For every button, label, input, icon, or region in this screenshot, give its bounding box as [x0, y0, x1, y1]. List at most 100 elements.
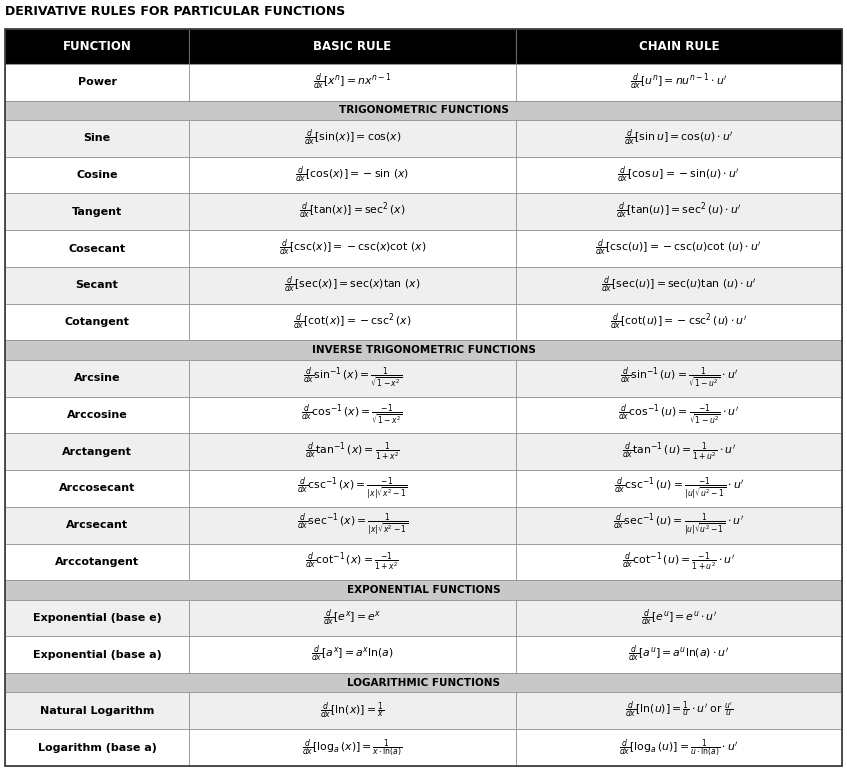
Bar: [5, 544, 189, 581]
Text: Arcsine: Arcsine: [74, 373, 120, 383]
Bar: [516, 267, 842, 303]
Bar: [5, 433, 189, 470]
Text: $\frac{d}{dx}[\cot(x)] = -\csc^2(x)$: $\frac{d}{dx}[\cot(x)] = -\csc^2(x)$: [293, 311, 412, 333]
Text: Arccosecant: Arccosecant: [59, 483, 136, 493]
Text: Exponential (base a): Exponential (base a): [33, 650, 162, 660]
Bar: [5, 101, 842, 120]
Text: $\frac{d}{dx}\cot^{-1}(u) = \frac{-1}{1+u^2} \cdot u'$: $\frac{d}{dx}\cot^{-1}(u) = \frac{-1}{1+…: [623, 551, 735, 573]
Text: Tangent: Tangent: [72, 207, 122, 217]
Bar: [516, 157, 842, 194]
Bar: [516, 120, 842, 157]
Text: $\frac{d}{dx}[e^u] = e^u \cdot u'$: $\frac{d}{dx}[e^u] = e^u \cdot u'$: [640, 607, 717, 629]
Bar: [189, 303, 516, 340]
Text: $\frac{d}{dx}[u^n] = nu^{n-1} \cdot u'$: $\frac{d}{dx}[u^n] = nu^{n-1} \cdot u'$: [630, 71, 728, 93]
Text: $\frac{d}{dx}\sin^{-1}(x) = \frac{1}{\sqrt{1-x^2}}$: $\frac{d}{dx}\sin^{-1}(x) = \frac{1}{\sq…: [302, 366, 402, 391]
Text: $\frac{d}{dx}[\ln(u)] = \frac{1}{u} \cdot u' \text{ or } \frac{u'}{u}$: $\frac{d}{dx}[\ln(u)] = \frac{1}{u} \cdo…: [624, 700, 733, 721]
Text: Arcsecant: Arcsecant: [66, 520, 128, 530]
Bar: [189, 396, 516, 433]
Bar: [5, 230, 189, 267]
Bar: [516, 693, 842, 730]
Text: $\frac{d}{dx}[e^x] = e^x$: $\frac{d}{dx}[e^x] = e^x$: [324, 607, 381, 629]
Text: $\frac{d}{dx}[\tan(x)] = \sec^2(x)$: $\frac{d}{dx}[\tan(x)] = \sec^2(x)$: [299, 201, 406, 223]
Bar: [189, 359, 516, 396]
Text: CHAIN RULE: CHAIN RULE: [639, 40, 719, 53]
Text: $\frac{d}{dx}\csc^{-1}(u) = \frac{-1}{|u|\sqrt{u^2-1}} \cdot u'$: $\frac{d}{dx}\csc^{-1}(u) = \frac{-1}{|u…: [613, 475, 744, 502]
Text: $\frac{d}{dx}[\cos u] = -\sin(u) \cdot u'$: $\frac{d}{dx}[\cos u] = -\sin(u) \cdot u…: [617, 164, 740, 186]
Text: Arccotangent: Arccotangent: [55, 557, 139, 567]
Bar: [189, 230, 516, 267]
Bar: [189, 470, 516, 507]
Text: $\frac{d}{dx}[\csc(u)] = -\csc(u)\cot\,(u) \cdot u'$: $\frac{d}{dx}[\csc(u)] = -\csc(u)\cot\,(…: [595, 238, 762, 260]
Text: TRIGONOMETRIC FUNCTIONS: TRIGONOMETRIC FUNCTIONS: [339, 105, 508, 115]
Text: Cosine: Cosine: [76, 170, 118, 180]
Bar: [189, 433, 516, 470]
Bar: [516, 544, 842, 581]
Text: $\frac{d}{dx}\cos^{-1}(u) = \frac{-1}{\sqrt{1-u^2}} \cdot u'$: $\frac{d}{dx}\cos^{-1}(u) = \frac{-1}{\s…: [618, 402, 739, 428]
Text: $\frac{d}{dx}\sin^{-1}(u) = \frac{1}{\sqrt{1-u^2}} \cdot u'$: $\frac{d}{dx}\sin^{-1}(u) = \frac{1}{\sq…: [619, 366, 738, 391]
Bar: [189, 64, 516, 101]
Text: Exponential (base e): Exponential (base e): [33, 613, 162, 623]
Text: Sine: Sine: [84, 134, 111, 144]
Text: $\frac{d}{dx}\sec^{-1}(x) = \frac{1}{|x|\sqrt{x^2-1}}$: $\frac{d}{dx}\sec^{-1}(x) = \frac{1}{|x|…: [296, 512, 408, 538]
Bar: [5, 730, 189, 766]
Bar: [5, 267, 189, 303]
Text: Natural Logarithm: Natural Logarithm: [40, 706, 154, 716]
Text: $\frac{d}{dx}\tan^{-1}(u) = \frac{1}{1+u^2} \cdot u'$: $\frac{d}{dx}\tan^{-1}(u) = \frac{1}{1+u…: [622, 440, 736, 463]
Bar: [516, 230, 842, 267]
Bar: [516, 637, 842, 673]
Bar: [5, 64, 189, 101]
Bar: [516, 303, 842, 340]
Text: LOGARITHMIC FUNCTIONS: LOGARITHMIC FUNCTIONS: [347, 678, 500, 688]
Bar: [516, 396, 842, 433]
Bar: [516, 470, 842, 507]
Text: Power: Power: [78, 78, 117, 88]
Bar: [5, 359, 189, 396]
Bar: [5, 600, 189, 637]
Text: $\frac{d}{dx}\sec^{-1}(u) = \frac{1}{|u|\sqrt{u^2-1}} \cdot u'$: $\frac{d}{dx}\sec^{-1}(u) = \frac{1}{|u|…: [613, 512, 745, 538]
Text: Logarithm (base a): Logarithm (base a): [37, 743, 157, 753]
Bar: [5, 396, 189, 433]
Bar: [5, 303, 189, 340]
Text: $\frac{d}{dx}\cos^{-1}(x) = \frac{-1}{\sqrt{1-x^2}}$: $\frac{d}{dx}\cos^{-1}(x) = \frac{-1}{\s…: [302, 402, 403, 428]
Text: $\frac{d}{dx}[a^u] = a^u \ln(a) \cdot u'$: $\frac{d}{dx}[a^u] = a^u \ln(a) \cdot u'…: [628, 644, 729, 665]
Text: $\frac{d}{dx}[x^n] = nx^{n-1}$: $\frac{d}{dx}[x^n] = nx^{n-1}$: [313, 71, 391, 93]
Bar: [5, 29, 189, 64]
Bar: [189, 194, 516, 230]
Bar: [189, 29, 516, 64]
Bar: [5, 340, 842, 359]
Bar: [189, 120, 516, 157]
Text: $\frac{d}{dx}[\sin(x)] = \cos(x)$: $\frac{d}{dx}[\sin(x)] = \cos(x)$: [304, 127, 401, 149]
Text: $\frac{d}{dx}[\log_a(u)] = \frac{1}{u \cdot \ln(a)} \cdot u'$: $\frac{d}{dx}[\log_a(u)] = \frac{1}{u \c…: [619, 737, 739, 759]
Text: $\frac{d}{dx}[\sec(u)] = \sec(u)\tan\,(u) \cdot u'$: $\frac{d}{dx}[\sec(u)] = \sec(u)\tan\,(u…: [601, 275, 756, 296]
Bar: [5, 194, 189, 230]
Bar: [189, 600, 516, 637]
Bar: [516, 507, 842, 544]
Bar: [516, 433, 842, 470]
Bar: [516, 64, 842, 101]
Bar: [189, 157, 516, 194]
Text: Arccosine: Arccosine: [67, 410, 127, 420]
Text: $\frac{d}{dx}[\tan(u)] = \sec^2(u) \cdot u'$: $\frac{d}{dx}[\tan(u)] = \sec^2(u) \cdot…: [616, 201, 741, 223]
Text: Cosecant: Cosecant: [69, 243, 125, 253]
Bar: [5, 637, 189, 673]
Bar: [5, 157, 189, 194]
Text: FUNCTION: FUNCTION: [63, 40, 131, 53]
Text: $\frac{d}{dx}\csc^{-1}(x) = \frac{-1}{|x|\sqrt{x^2-1}}$: $\frac{d}{dx}\csc^{-1}(x) = \frac{-1}{|x…: [297, 475, 408, 502]
Text: $\frac{d}{dx}[\cot(u)] = -\csc^2(u) \cdot u'$: $\frac{d}{dx}[\cot(u)] = -\csc^2(u) \cdo…: [610, 311, 747, 333]
Bar: [516, 730, 842, 766]
Text: $\frac{d}{dx}[\log_a(x)] = \frac{1}{x \cdot \ln(a)}$: $\frac{d}{dx}[\log_a(x)] = \frac{1}{x \c…: [302, 737, 402, 759]
Bar: [189, 693, 516, 730]
Bar: [5, 693, 189, 730]
Text: INVERSE TRIGONOMETRIC FUNCTIONS: INVERSE TRIGONOMETRIC FUNCTIONS: [312, 345, 535, 355]
Text: Secant: Secant: [75, 280, 119, 290]
Text: $\frac{d}{dx}\cot^{-1}(x) = \frac{-1}{1+x^2}$: $\frac{d}{dx}\cot^{-1}(x) = \frac{-1}{1+…: [306, 551, 399, 573]
Bar: [5, 581, 842, 600]
Text: $\frac{d}{dx}[a^x] = a^x \ln(a)$: $\frac{d}{dx}[a^x] = a^x \ln(a)$: [311, 644, 394, 665]
Bar: [189, 730, 516, 766]
Text: $\frac{d}{dx}\tan^{-1}(x) = \frac{1}{1+x^2}$: $\frac{d}{dx}\tan^{-1}(x) = \frac{1}{1+x…: [305, 440, 400, 463]
Bar: [516, 359, 842, 396]
Text: DERIVATIVE RULES FOR PARTICULAR FUNCTIONS: DERIVATIVE RULES FOR PARTICULAR FUNCTION…: [5, 5, 346, 18]
Bar: [5, 120, 189, 157]
Bar: [516, 600, 842, 637]
Bar: [189, 544, 516, 581]
